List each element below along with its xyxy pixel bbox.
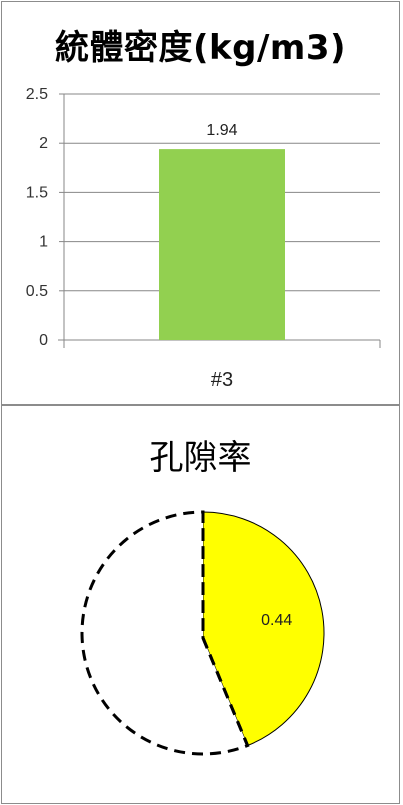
y-tick-label: 0.5 [26, 283, 48, 300]
y-tick-label: 2.5 [26, 86, 48, 103]
pie-edge-dashed [201, 637, 249, 747]
y-tick-label: 2 [39, 135, 48, 152]
y-tick-label: 0 [39, 332, 48, 349]
bar-chart-title: 統體密度(kg/m3) [54, 28, 347, 68]
y-tick-label: 1 [39, 234, 48, 251]
bar-chart-svg: 0 0.5 1 1.5 2 2.5 1.94 #3 [26, 86, 381, 391]
y-tick-label: 1.5 [26, 184, 48, 201]
pie-chart-title: 孔隙率 [149, 438, 252, 478]
bar [159, 149, 285, 340]
pie-chart-svg: 0.44 [80, 510, 325, 756]
bar-chart-panel: 統體密度(kg/m3) 0 0.5 1 1.5 2 2.5 1.94 #3 [1, 1, 400, 405]
pie-data-label: 0.44 [261, 612, 292, 629]
pie-chart-panel: 孔隙率 0.44 [1, 405, 400, 804]
pie-slice-dashed [80, 510, 250, 756]
bar-data-label: 1.94 [206, 122, 237, 139]
pie-slice [202, 511, 325, 747]
x-category-label: #3 [211, 369, 233, 391]
